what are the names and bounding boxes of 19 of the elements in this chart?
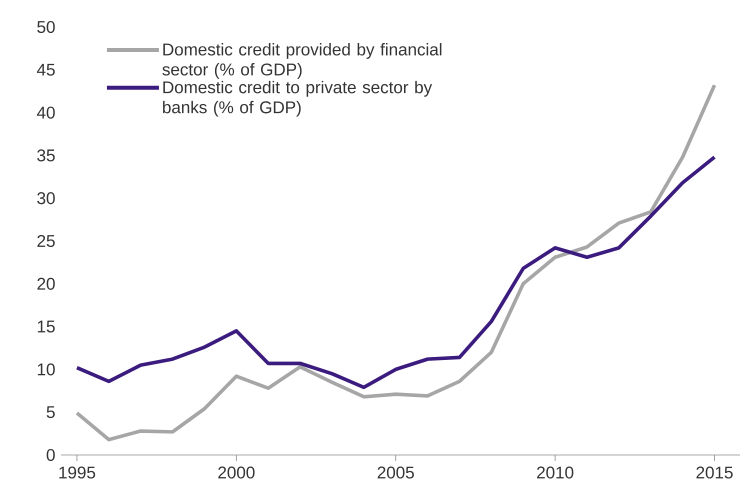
x-tick-label: 1995 xyxy=(59,466,96,479)
x-tick-label: 2005 xyxy=(378,466,414,479)
y-tick-label: 30 xyxy=(37,192,55,204)
x-tick-label: 2000 xyxy=(218,466,255,479)
y-tick-label: 35 xyxy=(37,149,55,162)
legend-label: Domestic credit provided by financial sector (% of GDP) xyxy=(162,43,442,79)
y-tick-label: 20 xyxy=(37,278,55,290)
line-series xyxy=(75,155,716,390)
y-tick-label: 5 xyxy=(46,406,55,418)
y-tick-label: 10 xyxy=(38,363,55,376)
y-tick-label: 25 xyxy=(37,234,55,248)
y-tick-label: 50 xyxy=(37,20,55,34)
legend-label: Domestic credit to private sector by banks (% of GDP) xyxy=(163,80,432,117)
y-tick-label: 0 xyxy=(46,448,55,462)
x-tick-label: 2015 xyxy=(696,466,733,479)
x-tick-label: 2010 xyxy=(537,466,574,479)
y-tick-label: 15 xyxy=(38,320,55,333)
y-tick-label: 45 xyxy=(36,64,55,76)
y-tick-label: 40 xyxy=(36,106,55,119)
